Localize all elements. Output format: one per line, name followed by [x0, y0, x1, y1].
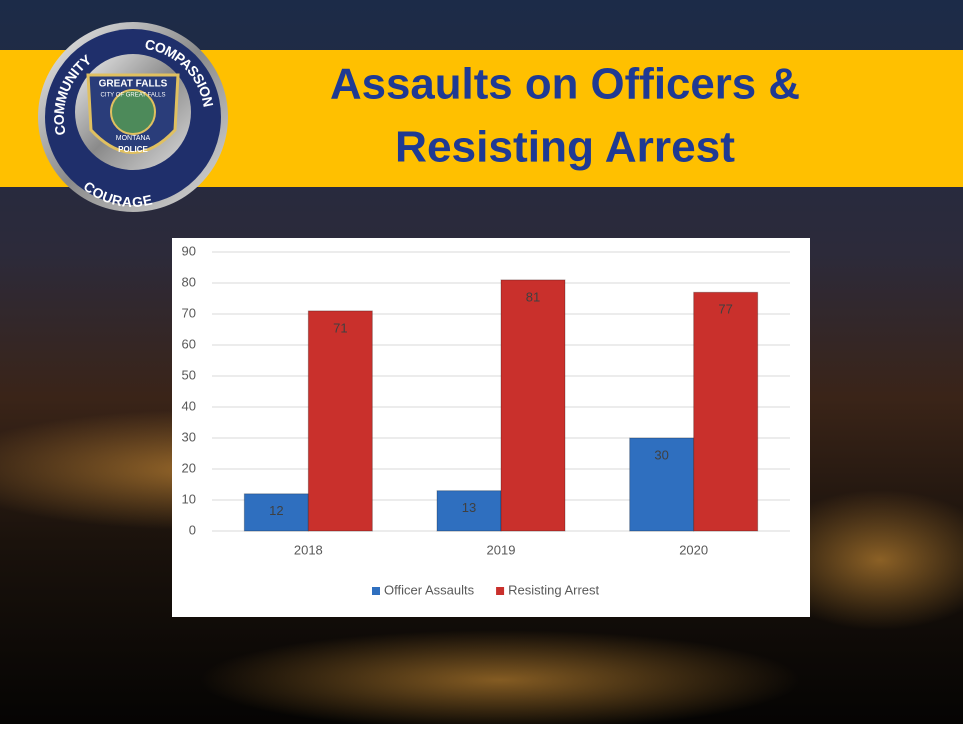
- bar: [308, 311, 372, 531]
- x-tick-label: 2020: [679, 542, 708, 557]
- data-label: 71: [333, 320, 347, 335]
- y-tick-label: 30: [182, 429, 196, 444]
- police-badge: COMMUNITY COMPASSION COURAGE GREAT FALLS…: [38, 22, 228, 212]
- slide-title: Assaults on Officers &: [330, 60, 800, 109]
- y-tick-label: 40: [182, 398, 196, 413]
- badge-text: POLICE: [118, 145, 148, 154]
- slide-title: Resisting Arrest: [395, 123, 735, 172]
- bar: [694, 292, 758, 531]
- x-tick-label: 2018: [294, 542, 323, 557]
- data-label: 81: [526, 289, 540, 304]
- data-label: 12: [269, 503, 283, 518]
- legend-swatch: [496, 587, 504, 595]
- y-tick-label: 50: [182, 367, 196, 382]
- legend-label: Officer Assaults: [384, 582, 475, 597]
- y-tick-label: 80: [182, 274, 196, 289]
- y-tick-label: 0: [189, 522, 196, 537]
- badge-text: GREAT FALLS: [99, 79, 168, 90]
- legend-label: Resisting Arrest: [508, 582, 599, 597]
- slide: Assaults on Officers & Resisting Arrest …: [0, 0, 963, 724]
- page: Assaults on Officers & Resisting Arrest …: [0, 0, 963, 724]
- data-label: 30: [654, 447, 668, 462]
- data-label: 77: [718, 302, 732, 317]
- badge-text: CITY OF GREAT FALLS: [100, 93, 165, 99]
- y-tick-label: 90: [182, 243, 196, 258]
- y-tick-label: 10: [182, 491, 196, 506]
- y-tick-label: 70: [182, 305, 196, 320]
- y-tick-label: 20: [182, 460, 196, 475]
- x-tick-label: 2019: [487, 542, 516, 557]
- bar: [501, 280, 565, 531]
- y-tick-label: 60: [182, 336, 196, 351]
- legend-swatch: [372, 587, 380, 595]
- badge-text: MONTANA: [116, 135, 151, 142]
- data-label: 13: [462, 500, 476, 515]
